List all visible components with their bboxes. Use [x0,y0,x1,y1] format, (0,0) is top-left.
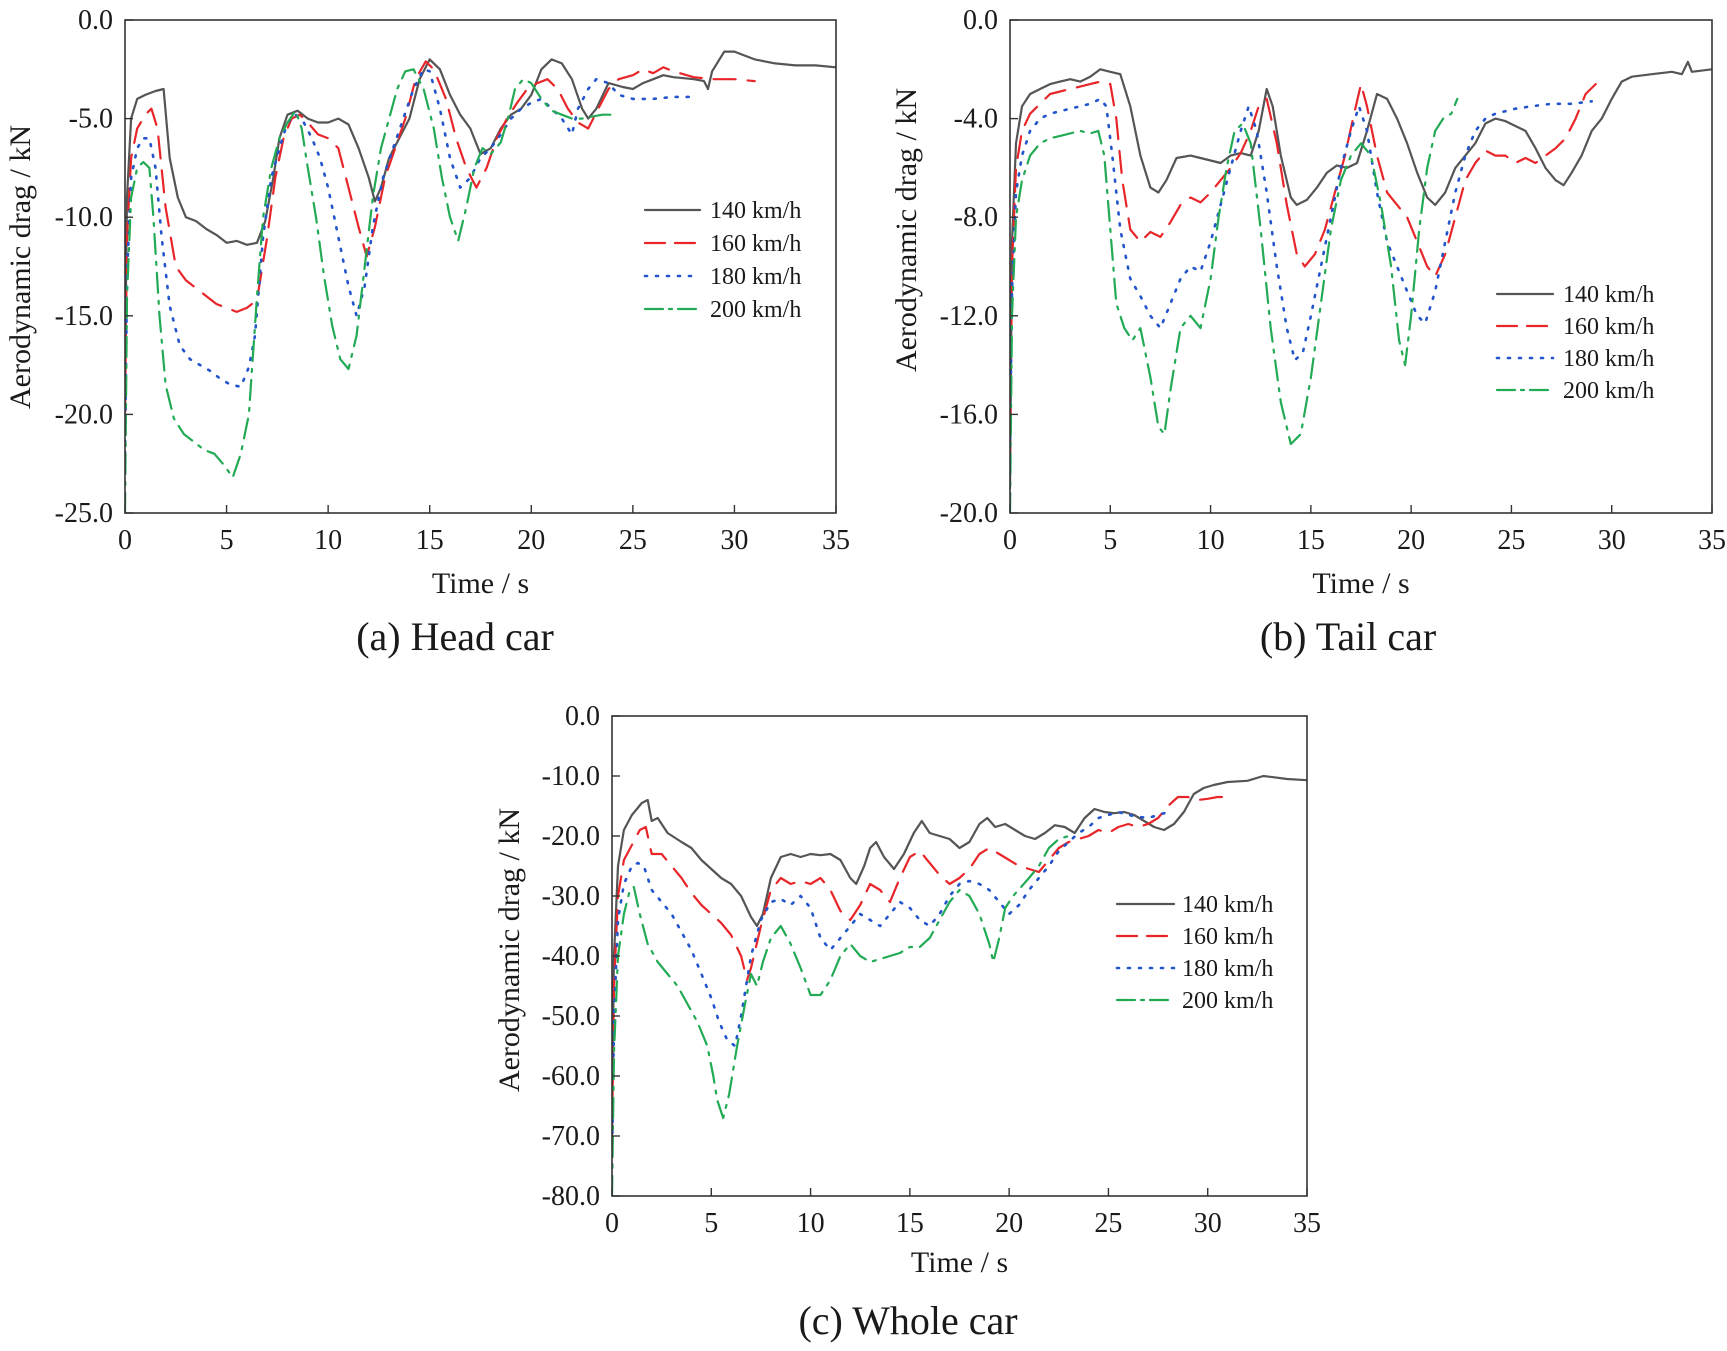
chart-caption: (a) Head car [356,614,554,659]
y-tick-label: -80.0 [542,1181,600,1212]
y-tick-label: -12.0 [940,301,998,332]
series-line-140-km-h [1010,60,1712,490]
y-tick-label: -16.0 [940,399,998,430]
series-line-200-km-h [612,834,1070,1196]
x-tick-label: 25 [1497,525,1525,556]
x-tick-label: 35 [1698,525,1726,556]
x-tick-label: 0 [1003,525,1017,556]
y-tick-label: -8.0 [954,202,998,233]
y-tick-label: -25.0 [55,498,113,529]
x-tick-label: 20 [995,1208,1023,1239]
y-tick-label: 0.0 [78,5,113,36]
x-tick-label: 15 [416,525,444,556]
legend: 140 km/h 160 km/h 180 km/h 200 km/h [1495,282,1654,404]
x-tick-label: 30 [1598,525,1626,556]
legend-label: 200 km/h [1182,988,1273,1014]
x-tick-label: 0 [118,525,132,556]
x-tick-label: 10 [1197,525,1225,556]
series-line-160-km-h [125,60,756,416]
x-tick-label: 5 [220,525,234,556]
y-tick-label: -50.0 [542,1001,600,1032]
chart-caption: (c) Whole car [798,1298,1017,1343]
legend-label: 200 km/h [710,297,801,323]
x-tick-label: 15 [1297,525,1325,556]
y-axis-label: Aerodynamic drag / kN [493,808,526,1092]
series-line-160-km-h [1010,80,1597,465]
legend: 140 km/h 160 km/h 180 km/h 200 km/h [1115,892,1273,1014]
y-tick-label: -70.0 [542,1121,600,1152]
y-tick-label: -20.0 [542,821,600,852]
series-line-160-km-h [612,795,1229,1138]
series-line-140-km-h [125,50,836,377]
legend-label: 160 km/h [710,231,801,257]
y-tick-label: -20.0 [55,399,113,430]
legend-label: 160 km/h [1563,314,1654,340]
y-tick-label: -20.0 [940,498,998,529]
legend-label: 180 km/h [1563,346,1654,372]
y-tick-label: -15.0 [55,301,113,332]
x-tick-label: 5 [704,1208,718,1239]
x-tick-label: 25 [1094,1208,1122,1239]
legend-label: 140 km/h [1182,892,1273,918]
legend: 140 km/h 160 km/h 180 km/h 200 km/h [643,198,801,323]
y-tick-label: -60.0 [542,1061,600,1092]
series-line-200-km-h [125,68,614,513]
x-tick-label: 5 [1103,525,1117,556]
series-line-180-km-h [1010,97,1593,441]
x-tick-label: 20 [1397,525,1425,556]
y-axis-label: Aerodynamic drag / kN [890,88,923,372]
x-axis-label: Time / s [911,1246,1008,1279]
y-tick-label: -10.0 [55,202,113,233]
plot-frame [1009,19,1713,514]
legend-label: 140 km/h [710,198,801,224]
chart-caption: (b) Tail car [1260,614,1436,659]
y-tick-label: -40.0 [542,941,600,972]
x-tick-label: 35 [822,525,850,556]
x-tick-label: 35 [1293,1208,1321,1239]
x-tick-label: 25 [619,525,647,556]
plot-frame [124,19,837,514]
chart-panel-3: 0 5 10 15 20 25 30 35 0.0 -10.0 -20.0 -30.0 -40.0 -50… [493,701,1321,1343]
y-axis-label: Aerodynamic drag / kN [4,125,37,409]
x-tick-label: 20 [517,525,545,556]
y-tick-label: -4.0 [954,104,998,135]
y-tick-label: -30.0 [542,881,600,912]
y-tick-label: 0.0 [565,701,600,732]
y-tick-label: -10.0 [542,761,600,792]
series-line-140-km-h [612,774,1307,1108]
chart-panel-2: 0 5 10 15 20 25 30 35 0.0 -4.0 -8.0 -12.0 -16.0 -20.0… [890,5,1726,659]
x-tick-label: 0 [605,1208,619,1239]
legend-label: 180 km/h [1182,956,1273,982]
x-tick-label: 15 [896,1208,924,1239]
legend-label: 200 km/h [1563,378,1654,404]
y-tick-label: 0.0 [963,5,998,36]
x-axis-label: Time / s [432,567,529,600]
legend-label: 180 km/h [710,264,801,290]
x-tick-label: 10 [797,1208,825,1239]
x-tick-label: 30 [720,525,748,556]
x-axis-label: Time / s [1312,567,1409,600]
y-tick-label: -5.0 [69,104,113,135]
legend-label: 160 km/h [1182,924,1273,950]
series-line-180-km-h [612,810,1170,1168]
legend-label: 140 km/h [1563,282,1654,308]
series-line-180-km-h [125,68,696,456]
chart-panel-1: 0 5 10 15 20 25 30 35 0.0 -5.0 -10.0 -15.0 -20.0 -25.… [4,5,850,659]
x-tick-label: 30 [1194,1208,1222,1239]
x-tick-label: 10 [314,525,342,556]
